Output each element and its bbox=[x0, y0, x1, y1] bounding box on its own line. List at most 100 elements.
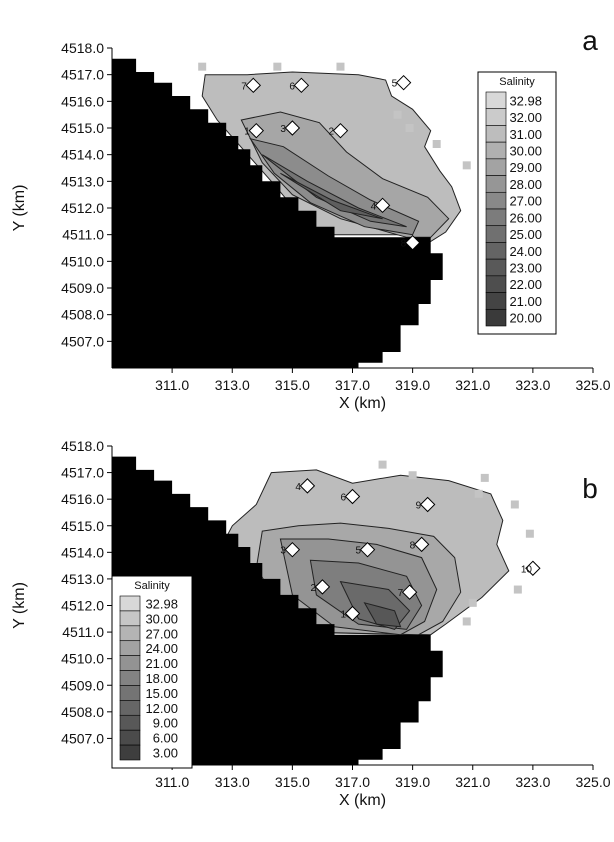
legend-level: 26.00 bbox=[509, 210, 542, 225]
legend-swatch bbox=[119, 670, 141, 686]
legend-level: 6.00 bbox=[153, 731, 178, 746]
legend-level: 22.00 bbox=[509, 277, 542, 292]
station-label: 1 bbox=[244, 127, 250, 138]
legend-swatch bbox=[485, 292, 507, 310]
salinity-contour bbox=[249, 137, 420, 236]
legend-swatch bbox=[485, 308, 507, 327]
y-tick-label: 4510.0 bbox=[61, 651, 104, 667]
station-marker bbox=[359, 541, 376, 558]
station-label: 7 bbox=[241, 81, 247, 92]
panel-label: a bbox=[582, 25, 598, 56]
station-label: 2 bbox=[328, 127, 334, 138]
legend-level: 29.00 bbox=[509, 160, 542, 175]
salinity-cell bbox=[378, 460, 387, 469]
legend-level: 12.00 bbox=[145, 701, 178, 716]
y-tick-label: 4517.0 bbox=[61, 465, 104, 481]
y-tick-label: 4514.0 bbox=[61, 147, 104, 163]
station-label: 2 bbox=[310, 583, 316, 594]
legend-level: 21.00 bbox=[509, 294, 542, 309]
station-marker bbox=[248, 122, 265, 139]
x-tick-label: 317.0 bbox=[335, 774, 370, 790]
y-tick-label: 4515.0 bbox=[61, 120, 104, 136]
station-marker bbox=[332, 122, 349, 139]
y-axis-label: Y (km) bbox=[11, 582, 28, 629]
station-label: 3 bbox=[280, 546, 286, 557]
salinity-cell bbox=[480, 473, 489, 482]
legend-title: Salinity bbox=[499, 76, 535, 88]
legend-swatch bbox=[485, 258, 507, 277]
legend-level: 32.98 bbox=[145, 596, 178, 611]
panel-label: b bbox=[582, 473, 598, 504]
x-tick-label: 325.0 bbox=[575, 377, 610, 393]
y-tick-label: 4509.0 bbox=[61, 280, 104, 296]
x-tick-label: 313.0 bbox=[215, 377, 250, 393]
salinity-contour bbox=[280, 172, 383, 220]
station-label: 5 bbox=[356, 546, 362, 557]
y-tick-label: 4511.0 bbox=[62, 227, 104, 243]
station-marker bbox=[374, 197, 391, 214]
legend: Salinity 32.9830.0027.0024.0021.0018.0015… bbox=[111, 575, 193, 769]
y-tick-label: 4507.0 bbox=[61, 730, 104, 746]
axes: 4518.04517.04516.04515.04514.04513.04512… bbox=[11, 40, 611, 412]
x-tick-label: 315.0 bbox=[275, 774, 310, 790]
legend-swatch bbox=[119, 729, 141, 746]
station-marker bbox=[293, 77, 310, 94]
station-marker bbox=[284, 541, 301, 558]
legend-level: 3.00 bbox=[153, 746, 178, 761]
y-tick-label: 4518.0 bbox=[61, 40, 104, 56]
station-label: 3 bbox=[280, 124, 286, 135]
y-tick-label: 4517.0 bbox=[61, 67, 104, 83]
x-tick-label: 321.0 bbox=[455, 774, 490, 790]
station-label: 10 bbox=[521, 564, 533, 575]
legend-level: 27.00 bbox=[145, 626, 178, 641]
salinity-cell bbox=[474, 489, 483, 498]
y-tick-label: 4513.0 bbox=[61, 173, 104, 189]
legend-swatch bbox=[119, 700, 141, 716]
y-tick-label: 4511.0 bbox=[62, 624, 104, 640]
legend-level: 31.00 bbox=[509, 127, 542, 142]
x-tick-label: 319.0 bbox=[395, 377, 430, 393]
y-tick-label: 4514.0 bbox=[61, 544, 104, 560]
salinity-contour bbox=[363, 602, 402, 628]
station-label: 9 bbox=[416, 500, 422, 511]
y-tick-label: 4509.0 bbox=[61, 677, 104, 693]
legend-swatch bbox=[485, 141, 507, 160]
x-tick-label: 317.0 bbox=[335, 377, 370, 393]
salinity-cell bbox=[408, 471, 417, 480]
legend-title: Salinity bbox=[134, 580, 170, 592]
legend-swatch bbox=[485, 175, 507, 193]
salinity-cell bbox=[462, 161, 471, 170]
axes: 4518.04517.04516.04515.04514.04513.04512… bbox=[11, 438, 611, 809]
station-marker bbox=[525, 560, 541, 576]
y-tick-label: 4507.0 bbox=[61, 333, 104, 349]
station-marker bbox=[419, 496, 436, 513]
x-tick-label: 325.0 bbox=[575, 774, 610, 790]
salinity-cell bbox=[405, 124, 414, 132]
station-marker bbox=[344, 605, 361, 622]
salinity-cell bbox=[468, 598, 477, 607]
y-tick-label: 4512.0 bbox=[61, 598, 104, 614]
y-tick-label: 4516.0 bbox=[61, 93, 104, 109]
legend-swatch bbox=[485, 275, 507, 293]
station-marker bbox=[245, 77, 262, 94]
salinity-cell bbox=[198, 62, 207, 71]
legend-swatch bbox=[485, 91, 507, 110]
legend-swatch bbox=[119, 685, 141, 701]
legend-swatch bbox=[485, 125, 507, 143]
legend-level: 32.00 bbox=[509, 110, 542, 125]
station-marker bbox=[401, 584, 418, 600]
legend-swatch bbox=[485, 191, 507, 210]
station-marker bbox=[413, 536, 430, 553]
station-marker bbox=[314, 579, 331, 595]
legend-level: 27.00 bbox=[509, 194, 542, 209]
station-label: 6 bbox=[341, 493, 347, 504]
salinity-cell bbox=[513, 585, 522, 594]
legend-level: 20.00 bbox=[509, 311, 542, 326]
x-tick-label: 315.0 bbox=[275, 377, 310, 393]
station-marker bbox=[284, 120, 301, 136]
x-tick-label: 321.0 bbox=[455, 377, 490, 393]
legend-swatch bbox=[119, 610, 141, 627]
station-marker bbox=[395, 74, 412, 91]
legend-level: 9.00 bbox=[153, 716, 178, 731]
salinity-contour bbox=[240, 111, 450, 238]
